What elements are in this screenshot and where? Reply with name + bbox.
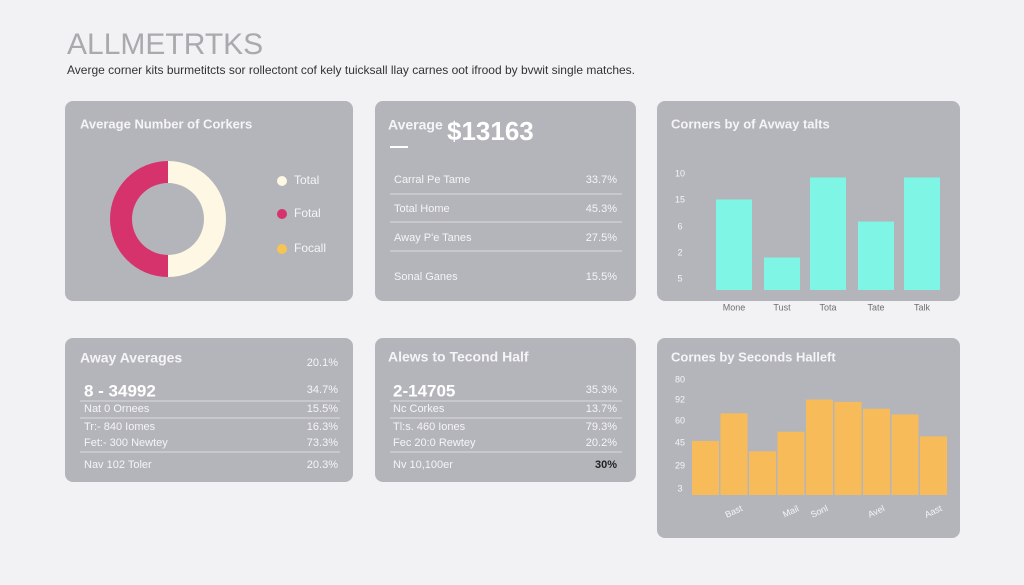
row-value: 16.3% <box>307 421 338 433</box>
bar <box>891 414 919 495</box>
big-number: 2-14705 <box>393 381 455 400</box>
page-title: ALLMETRTKS <box>67 28 263 61</box>
chart-title: Average Number of Corkers <box>80 116 252 131</box>
y-tick-label: 10 <box>675 168 685 178</box>
row-label: Nc Corkes <box>393 403 445 415</box>
y-tick-label: 3 <box>677 483 682 493</box>
bar <box>834 401 862 495</box>
bar <box>720 413 748 495</box>
row-label: Total Home <box>394 203 450 215</box>
legend-label: Fotal <box>294 206 321 220</box>
row-label: Away P'e Tanes <box>394 232 472 244</box>
bar <box>716 199 752 290</box>
bar <box>904 177 940 290</box>
legend-swatch <box>277 176 287 186</box>
bar <box>863 408 890 495</box>
row-label: Fec 20:0 Rewtey <box>393 437 476 449</box>
bar <box>764 257 800 290</box>
bar <box>777 431 805 495</box>
x-tick-label: Tust <box>773 302 791 312</box>
legend-swatch <box>277 209 287 219</box>
row-label: Nv 10,100er <box>393 459 453 471</box>
big-number: $13163 <box>447 116 534 146</box>
y-tick-label: 92 <box>675 394 685 404</box>
big-value: 34.7% <box>307 384 338 396</box>
row-label: Fet:- 300 Newtey <box>84 437 168 449</box>
donut-slice <box>110 161 168 277</box>
card-title: Away Averages <box>80 350 182 366</box>
legend-label: Focall <box>294 241 326 255</box>
x-tick-label: Talk <box>914 302 931 312</box>
panel <box>375 338 636 482</box>
row-label: Nav 102 Toler <box>84 459 152 471</box>
row-value: 15.5% <box>586 271 617 283</box>
row-value: 33.7% <box>586 174 617 186</box>
big-value: 35.3% <box>586 384 617 396</box>
y-tick-label: 29 <box>675 460 685 470</box>
row-value: 45.3% <box>586 203 617 215</box>
row-value: 20.2% <box>586 437 617 449</box>
x-tick-label: Tate <box>867 302 884 312</box>
row-value: 73.3% <box>307 437 338 449</box>
row-label: Nat 0 Ornees <box>84 403 150 415</box>
bar <box>858 221 894 290</box>
bar <box>810 177 846 290</box>
legend-label: Total <box>294 173 319 187</box>
card-title: Alews to Tecond Half <box>388 349 529 365</box>
row-value: 30% <box>595 459 617 471</box>
chart-title: Corners by of Avway talts <box>671 116 830 131</box>
y-tick-label: 5 <box>677 273 682 283</box>
legend-swatch <box>277 244 287 254</box>
y-tick-label: 6 <box>677 221 682 231</box>
y-tick-label: 2 <box>677 247 682 257</box>
card-title: Average <box>388 117 443 133</box>
row-label: Carral Pe Tame <box>394 174 470 186</box>
row-label: Sonal Ganes <box>394 271 458 283</box>
panel <box>65 338 353 482</box>
row-value: 27.5% <box>586 232 617 244</box>
page-subtitle: Averge corner kits burmetitcts sor rolle… <box>67 63 635 77</box>
card-title-value: 20.1% <box>307 357 338 369</box>
bar <box>749 451 776 495</box>
y-tick-label: 45 <box>675 437 685 447</box>
row-value: 20.3% <box>307 459 338 471</box>
donut-slice <box>168 161 226 277</box>
bar <box>806 399 833 495</box>
bar <box>920 436 947 495</box>
row-value: 15.5% <box>307 403 338 415</box>
y-tick-label: 15 <box>675 194 685 204</box>
chart-title: Cornes by Seconds Halleft <box>671 349 836 364</box>
row-value: 79.3% <box>586 421 617 433</box>
big-number: 8 - 34992 <box>84 381 156 400</box>
y-tick-label: 60 <box>675 415 685 425</box>
bar <box>692 440 719 495</box>
row-value: 13.7% <box>586 403 617 415</box>
y-tick-label: 80 <box>675 374 685 384</box>
x-tick-label: Tota <box>819 302 836 312</box>
x-tick-label: Mone <box>723 302 746 312</box>
row-label: Tl:s. 460 Iones <box>393 421 466 433</box>
row-label: Tr:- 840 Iomes <box>84 421 156 433</box>
